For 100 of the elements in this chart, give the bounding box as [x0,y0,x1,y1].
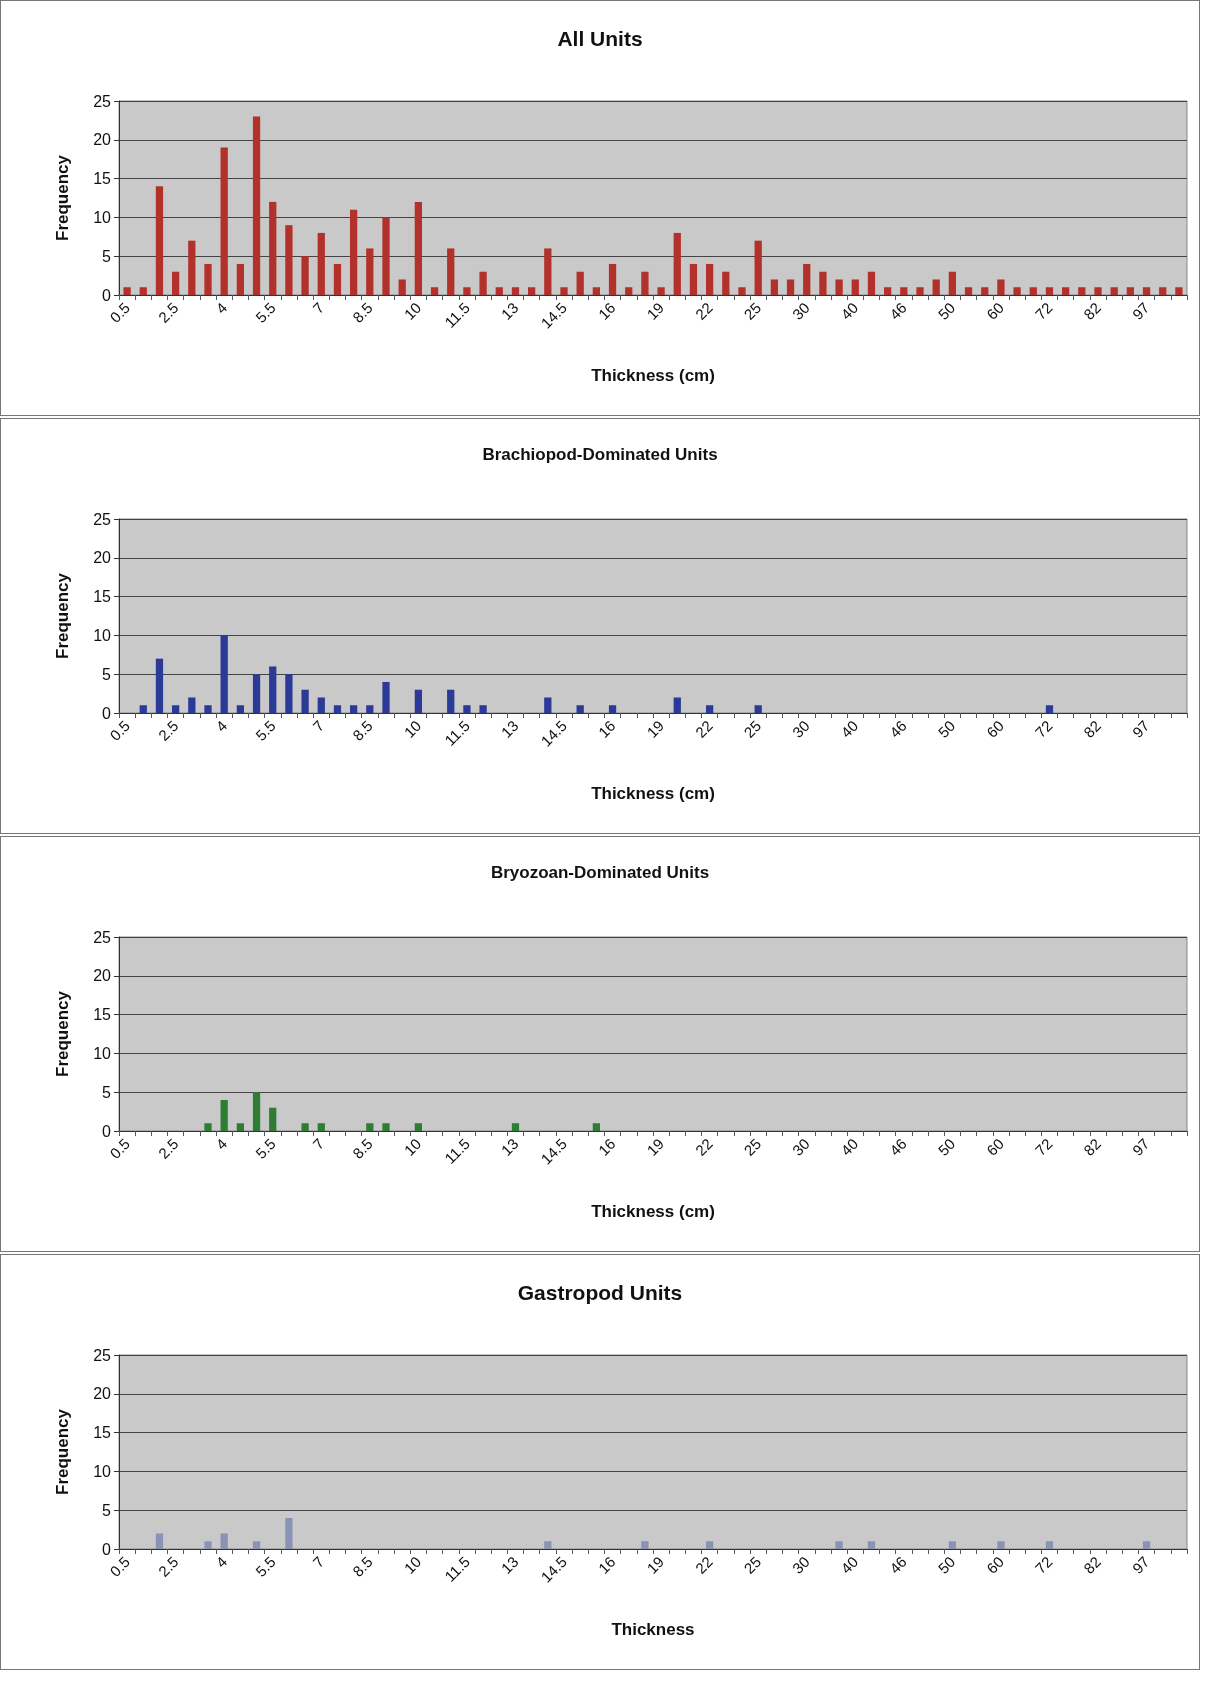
y-tick-label: 20 [93,549,112,567]
bar [786,279,795,295]
bar [625,287,633,295]
x-tick-label: 7 [309,1552,328,1571]
bar [447,248,455,295]
bar [495,287,503,295]
y-tick-label: 10 [93,1462,112,1480]
x-axis-title: Thickness [611,1620,695,1639]
x-tick-label: 16 [594,716,619,741]
x-tick-label: 60 [983,1552,1007,1577]
x-tick-label: 5.5 [251,1552,279,1580]
bar [236,705,244,713]
bar [900,287,908,295]
x-tick-label: 25 [740,1134,765,1159]
bar [592,1123,600,1131]
bar [447,689,455,713]
bar [301,689,309,713]
x-tick-label: 60 [983,1134,1007,1159]
x-tick-label: 25 [740,1552,765,1577]
x-tick-label: 82 [1080,298,1105,323]
bar [819,271,827,295]
x-tick-label: 97 [1128,1134,1153,1159]
bar [1094,287,1102,295]
chart-title: Bryozoan-Dominated Units [490,863,710,882]
bar [188,240,196,295]
x-tick-label: 40 [837,716,862,741]
y-tick-label: 20 [93,1385,112,1403]
x-tick-label: 10 [400,1552,425,1577]
bar [269,201,277,295]
x-tick-label: 7 [309,716,328,735]
x-tick-label: 2.5 [154,1552,182,1580]
x-tick-label: 22 [691,1552,716,1577]
bar [673,232,681,295]
bar [430,287,439,295]
bar [1045,287,1054,295]
y-tick-label: 10 [93,626,112,644]
bar [220,147,228,295]
bar [1142,287,1151,295]
bar [608,705,617,713]
bar [544,697,552,713]
bar [317,697,325,713]
bar [382,217,390,295]
x-tick-label: 30 [788,716,813,741]
x-tick-label: 50 [934,716,959,741]
bar [511,1123,520,1131]
x-tick-label: 2.5 [154,1134,182,1162]
y-axis-title: Frequency [53,154,72,241]
bar [851,279,859,295]
y-tick-label: 25 [93,92,112,110]
bar [220,635,228,713]
bar [1078,287,1086,295]
bar [673,697,681,713]
x-tick-label: 50 [934,1552,959,1577]
bar [706,263,714,295]
x-tick-label: 30 [788,1134,813,1159]
bar [204,263,212,295]
bar [1159,287,1167,295]
y-tick-label: 15 [93,588,112,606]
bar [220,1099,228,1131]
x-tick-label: 97 [1128,716,1153,741]
bar [252,674,261,713]
bar [1110,287,1118,295]
x-tick-label: 25 [740,716,765,741]
x-tick-label: 8.5 [349,298,376,326]
bar [1175,287,1183,295]
y-tick-label: 10 [93,1044,112,1062]
bar [1013,287,1021,295]
bar [236,1123,244,1131]
x-tick-label: 5.5 [251,298,279,326]
x-tick-label: 50 [934,1134,959,1159]
x-tick-label: 30 [788,298,813,323]
y-tick-label: 25 [93,1346,112,1364]
x-tick-label: 40 [837,1134,862,1159]
bar [576,705,584,713]
bar [285,674,293,713]
x-tick-label: 25 [740,298,765,323]
y-tick-label: 5 [102,247,112,265]
y-tick-label: 15 [93,1424,112,1442]
bar [123,287,131,295]
bar [576,271,584,295]
x-tick-label: 2.5 [154,716,182,744]
bar [1126,287,1134,295]
bar [301,256,309,295]
bar [414,689,422,713]
x-tick-label: 46 [886,298,910,323]
bar [172,705,180,713]
bar [204,1123,212,1131]
bar [803,263,811,295]
x-tick-label: 10 [400,1134,425,1159]
x-tick-label: 13 [497,1134,522,1159]
bar [964,287,973,295]
x-tick-label: 7 [309,298,328,317]
x-tick-label: 72 [1031,1134,1056,1159]
bar [139,705,147,713]
bar [350,705,358,713]
x-tick-label: 16 [594,1134,619,1159]
bar [269,666,277,713]
bar [350,209,358,295]
bar [366,705,374,713]
x-tick-label: 4 [212,298,231,317]
